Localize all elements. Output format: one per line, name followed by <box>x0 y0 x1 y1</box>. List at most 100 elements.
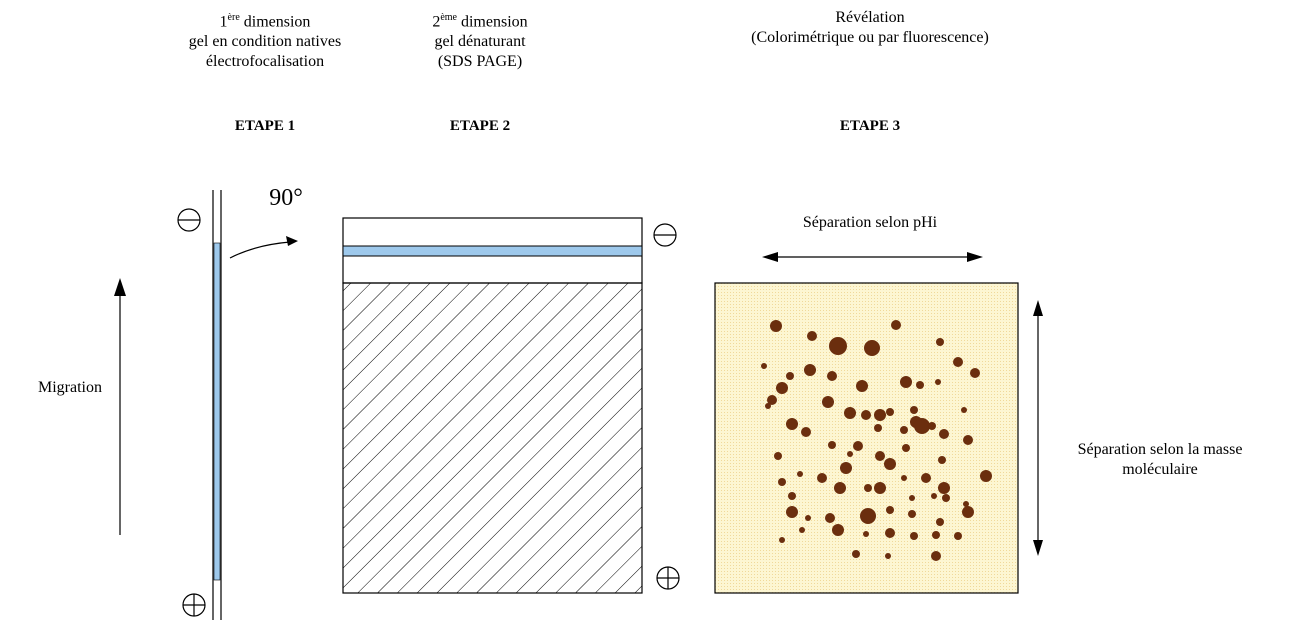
protein-spot <box>801 427 811 437</box>
minus-icon <box>653 223 677 247</box>
step2-title: 2ème dimension <box>432 12 528 31</box>
protein-spot <box>864 484 872 492</box>
protein-spot <box>817 473 827 483</box>
protein-spot <box>779 537 785 543</box>
protein-spot <box>916 381 924 389</box>
protein-spot <box>900 376 912 388</box>
rotation-arrow-icon <box>229 236 298 259</box>
mass-separation-line2: moléculaire <box>1122 461 1198 478</box>
step1-label: ETAPE 1 <box>234 118 296 134</box>
mass-separation-arrow-icon <box>1033 300 1043 556</box>
protein-spot <box>963 435 973 445</box>
ief-strip-gel <box>213 242 221 581</box>
protein-spot <box>980 470 992 482</box>
protein-spot <box>962 506 974 518</box>
protein-spot <box>953 357 963 367</box>
step3-method: (Colorimétrique ou par fluorescence) <box>751 29 989 46</box>
protein-spot <box>886 506 894 514</box>
sds-page-gel <box>342 217 643 594</box>
ief-strip-laid <box>342 245 643 257</box>
protein-spot <box>938 482 950 494</box>
protein-spots <box>761 320 992 561</box>
ph-separation-arrow-icon <box>762 252 983 262</box>
protein-spot <box>807 331 817 341</box>
protein-spot <box>885 528 895 538</box>
protein-spot <box>840 462 852 474</box>
protein-spot <box>908 510 916 518</box>
protein-spot <box>778 478 786 486</box>
step1-gel-type: gel en condition natives <box>188 33 342 51</box>
protein-spot <box>921 473 931 483</box>
protein-spot <box>860 508 876 524</box>
protein-spot <box>852 550 860 558</box>
protein-spot <box>900 426 908 434</box>
protein-spot <box>901 475 907 481</box>
protein-spot <box>828 441 836 449</box>
protein-spot <box>884 458 896 470</box>
protein-spot <box>942 494 950 502</box>
step1-title: 1ère dimension <box>219 12 311 31</box>
step1-description: 1ère dimension gel en condition natives … <box>160 8 370 72</box>
protein-spot <box>834 482 846 494</box>
protein-spot <box>902 444 910 452</box>
protein-spot <box>874 424 882 432</box>
protein-spot <box>928 422 936 430</box>
protein-spot <box>774 452 782 460</box>
protein-spot <box>914 418 930 434</box>
protein-spot <box>804 364 816 376</box>
protein-spot <box>864 340 880 356</box>
protein-spot <box>797 471 803 477</box>
protein-spot <box>856 380 868 392</box>
protein-spot <box>786 506 798 518</box>
step2-description: 2ème dimension gel dénaturant (SDS PAGE) <box>395 8 565 72</box>
protein-spot <box>847 451 853 457</box>
protein-spot <box>761 363 767 369</box>
protein-spot <box>822 396 834 408</box>
protein-spot <box>909 495 915 501</box>
protein-spot <box>885 553 891 559</box>
protein-spot <box>931 551 941 561</box>
protein-spot <box>786 418 798 430</box>
protein-spot <box>938 456 946 464</box>
step3-title: Révélation <box>835 9 905 26</box>
protein-spot <box>935 379 941 385</box>
protein-spot <box>829 337 847 355</box>
protein-spot <box>910 406 918 414</box>
protein-spot <box>931 493 937 499</box>
protein-spot <box>776 382 788 394</box>
protein-spot <box>770 320 782 332</box>
step1-method: électrofocalisation <box>205 53 325 71</box>
ph-separation-label: Séparation selon pHi <box>802 214 938 231</box>
protein-spot <box>844 407 856 419</box>
protein-spot <box>932 531 940 539</box>
protein-spot <box>786 372 794 380</box>
protein-spot <box>799 527 805 533</box>
protein-spot <box>825 513 835 523</box>
step2-gel-type: gel dénaturant <box>434 33 526 51</box>
plus-icon <box>182 593 206 617</box>
minus-icon <box>177 208 201 232</box>
protein-spot <box>874 409 886 421</box>
protein-spot <box>939 429 949 439</box>
protein-spot <box>886 408 894 416</box>
protein-spot <box>875 451 885 461</box>
resolving-gel <box>342 282 643 594</box>
protein-spot <box>874 482 886 494</box>
protein-spot <box>963 501 969 507</box>
migration-label: Migration <box>38 379 102 396</box>
step2-label: ETAPE 2 <box>449 118 511 134</box>
protein-spot <box>805 515 811 521</box>
mass-separation-line1: Séparation selon la masse <box>1077 441 1243 458</box>
mass-separation-label: Séparation selon la masse moléculaire <box>1060 440 1260 480</box>
rotation-label: 90° <box>269 185 303 211</box>
plus-icon <box>656 566 680 590</box>
protein-spot <box>970 368 980 378</box>
protein-spot <box>863 531 869 537</box>
protein-spot <box>861 410 871 420</box>
migration-arrow-icon <box>114 278 126 535</box>
protein-spot <box>832 524 844 536</box>
protein-spot <box>788 492 796 500</box>
protein-spot <box>936 518 944 526</box>
step2-method: (SDS PAGE) <box>437 53 523 71</box>
